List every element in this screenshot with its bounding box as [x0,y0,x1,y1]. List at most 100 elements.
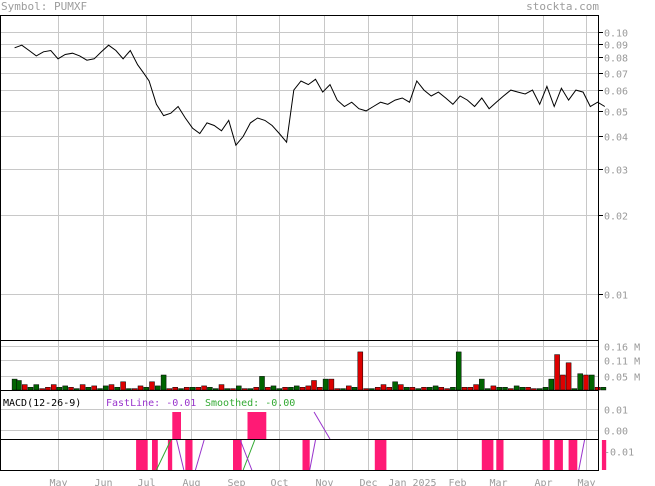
price-tick-label: 0.06 [604,87,628,98]
volume-bar [247,388,254,391]
macd-tick-label: 0.01 [604,406,628,417]
macd-tick-label: 0.00 [604,427,628,438]
histogram-bar [601,440,607,470]
volume-bar [62,385,68,391]
month-label: Feb [448,478,466,486]
volume-bar [467,387,474,391]
volume-bar [594,387,601,391]
volume-bar [409,387,416,391]
volume-bar [91,385,97,391]
volume-bar [207,387,213,391]
volume-bar [363,388,369,391]
volume-bar [74,388,80,391]
chart-frame [0,15,599,471]
site-name: stockta.com [526,0,599,13]
volume-bar [444,388,450,391]
volume-bar [102,385,109,391]
volume-bar [259,376,265,391]
volume-bar [421,387,427,391]
macd-tick-label: -0.01 [604,448,634,459]
month-label: Mar [489,478,507,486]
volume-bar [571,388,578,391]
volume-bar [398,384,404,391]
volume-bar [531,388,537,391]
volume-bar [265,387,271,391]
volume-bar [218,384,225,391]
macd-fastline-label: FastLine: -0.01 [106,398,196,409]
volume-bar [322,378,329,391]
histogram-cross-line [176,439,185,471]
macd-fastline-segment [313,411,331,440]
symbol-label: Symbol: PUMXF [1,0,88,13]
histogram-cross-line [239,439,253,471]
macd-title: MACD(12-26-9) [3,398,81,409]
volume-bar [85,387,92,391]
volume-bar [334,388,340,391]
macd-signal-bar [172,412,181,439]
volume-bar [79,384,86,391]
volume-bar [45,387,51,391]
volume-bar [114,387,121,391]
volume-bar [369,388,375,391]
volume-bar [224,388,230,391]
volume-bar [565,362,572,391]
volume-bar [438,387,445,391]
volume-tick-label: 0.11 M [604,357,640,368]
month-label: Oct [270,478,288,486]
volume-bar [508,388,514,391]
month-label: May [49,478,67,486]
volume-bar [131,388,138,391]
volume-bar [490,385,497,391]
volume-bar [380,384,387,391]
volume-bar [600,387,607,391]
price-tick-label: 0.08 [604,54,628,65]
volume-bar [282,387,288,391]
price-tick-label: 0.09 [604,41,628,52]
volume-bar [589,374,595,391]
month-label: May [577,478,595,486]
volume-bar [317,387,323,391]
month-label: Dec [359,478,377,486]
volume-tick-label: 0.16 M [604,343,640,354]
volume-bar [97,388,103,391]
volume-bar [554,354,560,391]
volume-bar [536,388,543,391]
volume-bar [236,385,242,391]
month-label: Apr [534,478,552,486]
price-tick-label: 0.10 [604,29,628,40]
volume-bar [560,374,566,391]
month-label: Nov [315,478,333,486]
volume-bar [548,378,555,391]
histogram-bar [542,440,550,470]
volume-bar [178,388,184,391]
histogram-cross-line [194,439,205,471]
histogram-bar [233,440,242,470]
volume-bar [56,387,63,391]
volume-bar [484,388,491,391]
histogram-bar [185,440,193,470]
volume-bar [189,387,196,391]
volume-bar [253,387,259,391]
volume-bar [496,387,502,391]
histogram-bar [481,440,494,470]
volume-bar [311,380,317,391]
month-label: Jun [94,478,112,486]
volume-bar [513,385,520,391]
volume-bar [427,387,433,391]
volume-bar [525,387,531,391]
volume-bar [357,351,364,391]
volume-bar [126,388,132,391]
histogram-bar [167,440,173,470]
volume-bar [195,387,202,391]
volume-bar [108,384,115,391]
volume-bar [455,351,462,391]
volume-bar [386,387,393,391]
histogram-bar [136,440,148,470]
volume-bar [328,378,335,391]
histogram-bar [554,440,563,470]
volume-bar [16,380,22,391]
volume-bar [201,385,207,391]
month-label: Jul [137,478,155,486]
volume-bar [137,385,144,391]
